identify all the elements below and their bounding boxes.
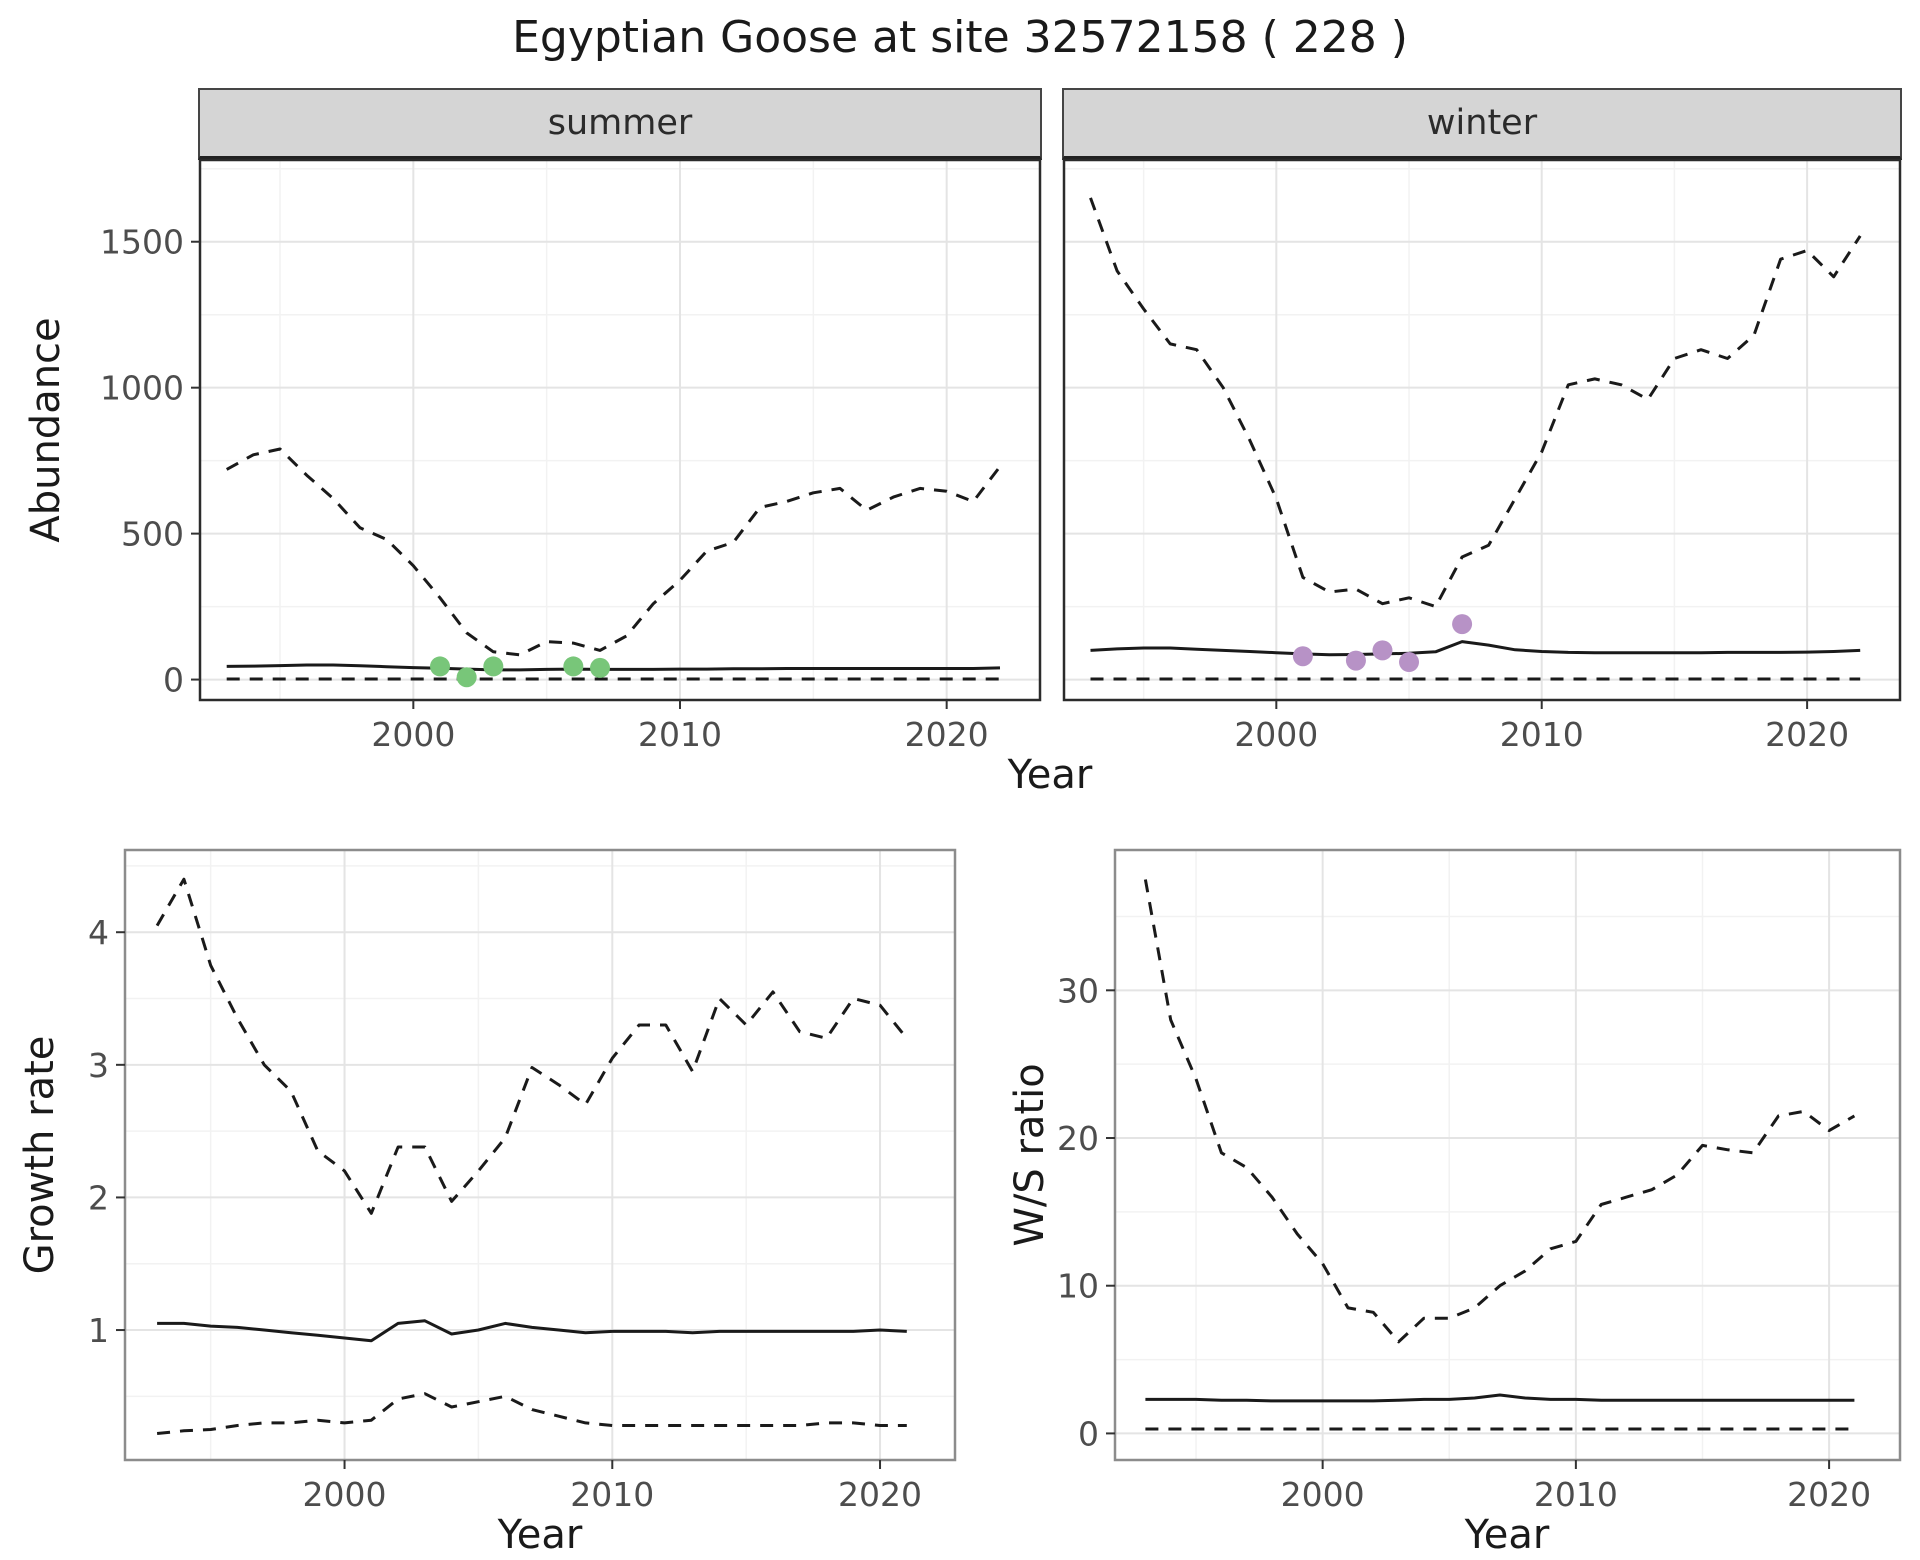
x-tick-label: 2000 — [1234, 715, 1318, 754]
x-axis-label-top: Year — [1007, 752, 1093, 798]
x-axis-label-growth-rate: Year — [497, 1512, 583, 1558]
x-axis-label-ws-ratio: Year — [1464, 1512, 1550, 1558]
series-upper-ci — [155, 877, 908, 1215]
y-tick-label: 10 — [1057, 1267, 1099, 1306]
x-tick-label: 2020 — [1787, 1475, 1871, 1514]
panel-abundance-summer: 2000 2010 2020 0 500 1000 1500 — [100, 158, 1042, 754]
data-point-winter-observations — [1292, 646, 1313, 667]
y-tick-label: 0 — [163, 661, 184, 700]
chart-title: Egyptian Goose at site 32572158 ( 228 ) — [512, 12, 1408, 63]
x-tick-label: 2020 — [905, 715, 989, 754]
y-tick-label: 20 — [1057, 1119, 1099, 1158]
y-axis-label-abundance: Abundance — [23, 317, 69, 543]
data-point-winter-observations — [1452, 614, 1473, 635]
data-point-winter-observations — [1372, 640, 1393, 661]
panel-ws-ratio: 2000 2010 2020 0 10 20 30 — [1057, 848, 1902, 1514]
y-tick-label: 0 — [1078, 1414, 1099, 1453]
data-point-summer-observations — [563, 656, 584, 677]
series-median — [1090, 640, 1861, 657]
panel-abundance-winter: 2000 2010 2020 — [1062, 158, 1902, 754]
panel-border — [123, 848, 957, 1462]
series-upper-ci — [1089, 197, 1862, 609]
y-tick-label: 30 — [1057, 971, 1099, 1010]
series-upper-ci — [1143, 879, 1856, 1344]
x-tick-label: 2020 — [838, 1475, 922, 1514]
x-tick-label: 2000 — [303, 1475, 387, 1514]
data-point-summer-observations — [430, 656, 450, 677]
y-tick-label: 1500 — [100, 223, 184, 262]
y-tick-label: 500 — [121, 515, 184, 554]
data-point-summer-observations — [590, 657, 610, 678]
series-median — [226, 663, 1001, 672]
y-tick-label: 4 — [88, 913, 109, 952]
panel-border — [1113, 848, 1902, 1462]
chart-svg: 2000 2010 2020 0 500 1000 1500 — [100, 158, 1042, 754]
series-median — [157, 1319, 907, 1343]
x-tick-label: 2010 — [638, 715, 722, 754]
facet-label-winter: winter — [1426, 103, 1538, 143]
facet-strip-winter: winter — [1062, 88, 1902, 160]
x-tick-label: 2010 — [570, 1475, 654, 1514]
x-tick-label: 2010 — [1534, 1475, 1618, 1514]
series-lower-ci — [156, 1392, 907, 1435]
y-axis-label-ws-ratio: W/S ratio — [1007, 1063, 1053, 1247]
data-point-summer-observations — [483, 656, 504, 677]
x-tick-label: 2000 — [371, 715, 455, 754]
panel-border — [198, 158, 1042, 702]
data-point-winter-observations — [1399, 652, 1420, 673]
series-median — [1145, 1393, 1855, 1403]
panel-growth-rate: 2000 2010 2020 1 2 3 4 — [88, 848, 957, 1514]
chart-svg: 2000 2010 2020 0 10 20 30 — [1057, 848, 1902, 1514]
chart-svg: 2000 2010 2020 1 2 3 4 — [88, 848, 957, 1514]
x-tick-label: 2010 — [1500, 715, 1584, 754]
y-axis-label-growth-rate: Growth rate — [17, 1035, 63, 1275]
data-point-winter-observations — [1345, 650, 1366, 671]
panel-border — [1062, 158, 1902, 702]
facet-strip-summer: summer — [198, 88, 1042, 160]
chart-svg: 2000 2010 2020 — [1062, 158, 1902, 754]
y-tick-label: 1 — [88, 1311, 109, 1350]
facet-label-summer: summer — [547, 103, 693, 143]
data-point-summer-observations — [456, 667, 477, 688]
x-tick-label: 2000 — [1281, 1475, 1365, 1514]
y-tick-label: 2 — [88, 1178, 109, 1217]
x-tick-label: 2020 — [1765, 715, 1849, 754]
y-tick-label: 1000 — [100, 369, 184, 408]
series-upper-ci — [225, 447, 1002, 657]
y-tick-label: 3 — [88, 1046, 109, 1085]
